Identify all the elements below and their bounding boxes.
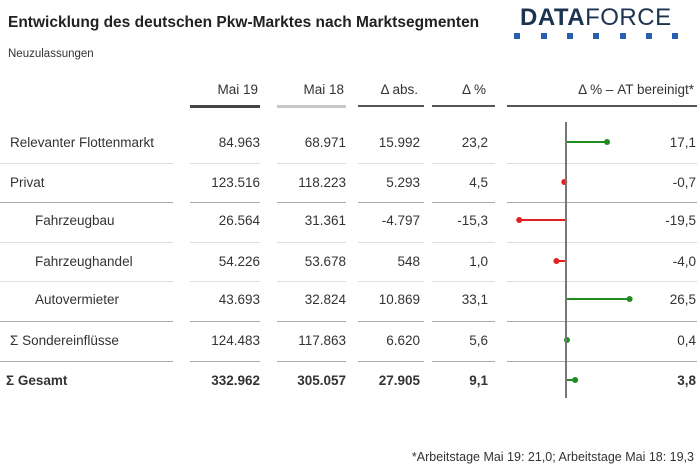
row-separator [0,321,173,322]
row-label: Fahrzeugbau [35,213,115,228]
table-cell: 27.905 [378,373,420,388]
row-label: Fahrzeughandel [35,254,133,269]
table-cell: 32.824 [304,292,346,307]
table-cell: 305.057 [297,373,346,388]
column-header: Δ abs. [380,82,418,97]
table-cell: -15,3 [457,213,488,228]
row-separator [0,163,173,164]
row-separator [277,281,346,282]
table-cell: -0,7 [672,175,696,190]
footnote: *Arbeitstage Mai 19: 21,0; Arbeitstage M… [411,450,694,464]
row-separator [0,242,173,243]
row-separator [277,321,346,322]
row-separator [190,242,260,243]
header-underline [432,105,495,107]
lollipop-dot [572,377,579,383]
row-separator [358,361,424,362]
row-separator [432,321,495,322]
page-title: Entwicklung des deutschen Pkw-Marktes na… [8,14,480,31]
table-cell: 6.620 [386,333,420,348]
row-separator [0,361,173,362]
table-cell: -19,5 [665,213,696,228]
row-separator [507,281,697,282]
row-separator [432,281,495,282]
row-separator [358,281,424,282]
row-label: Autovermieter [35,292,120,307]
header-underline [358,105,424,107]
table-cell: 26,5 [669,292,696,307]
table-cell: 9,1 [469,373,488,388]
header-underline [277,105,346,108]
header-underline [190,105,260,108]
table-cell: 68.971 [304,135,346,150]
row-separator [277,361,346,362]
row-label: Σ Sondereinflüsse [10,333,119,348]
table-cell: 5,6 [469,333,488,348]
row-separator [277,242,346,243]
row-separator [358,321,424,322]
row-label: Privat [10,175,45,190]
table-cell: 23,2 [461,135,488,150]
table-cell: 118.223 [298,175,346,190]
table-cell: 53.678 [304,254,346,269]
table-cell: 1,0 [469,254,488,269]
table-cell: 3,8 [677,373,696,388]
row-separator [432,163,495,164]
row-separator [507,202,697,203]
table-cell: 26.564 [218,213,260,228]
row-separator [507,361,697,362]
table-cell: 43.693 [218,292,260,307]
table-cell: 84.963 [218,135,260,150]
row-label: Σ Gesamt [6,373,68,388]
lollipop-dot [604,139,611,145]
table-cell: 4,5 [469,175,488,190]
subtitle: Neuzulassungen [8,48,94,60]
table-cell: 15.992 [378,135,420,150]
row-separator [507,163,697,164]
row-separator [358,202,424,203]
table-cell: 33,1 [461,292,488,307]
row-separator [190,202,260,203]
lollipop-dot [516,217,523,223]
column-header: Mai 19 [217,82,258,97]
row-separator [190,361,260,362]
table-cell: 5.293 [386,175,420,190]
table-cell: 117.863 [298,333,346,348]
table-cell: 54.226 [218,254,260,269]
row-separator [507,321,697,322]
table-cell: 548 [397,254,420,269]
row-separator [507,242,697,243]
row-separator [432,202,495,203]
table-cell: 123.516 [211,175,260,190]
row-separator [0,281,173,282]
column-header: Δ % – AT bereinigt* [578,82,694,97]
table-cell: 332.962 [211,373,260,388]
row-label: Relevanter Flottenmarkt [10,135,155,150]
table-cell: 31.361 [304,213,346,228]
row-separator [277,202,346,203]
row-separator [277,163,346,164]
table-cell: 10.869 [378,292,420,307]
row-separator [358,163,424,164]
table-cell: 124.483 [211,333,260,348]
row-separator [190,281,260,282]
column-header: Δ % [461,82,486,97]
lollipop-dot [553,258,560,264]
row-separator [0,202,173,203]
row-separator [190,163,260,164]
table-cell: 0,4 [677,333,696,348]
row-separator [432,242,495,243]
row-separator [358,242,424,243]
dataforce-logo: DATAFORCE [514,4,678,39]
row-separator [432,361,495,362]
table-cell: -4.797 [381,213,420,228]
header-underline [507,105,697,107]
table-cell: -4,0 [672,254,696,269]
column-header: Mai 18 [303,82,344,97]
lollipop-dot [626,296,633,302]
table-cell: 17,1 [669,135,696,150]
row-separator [190,321,260,322]
